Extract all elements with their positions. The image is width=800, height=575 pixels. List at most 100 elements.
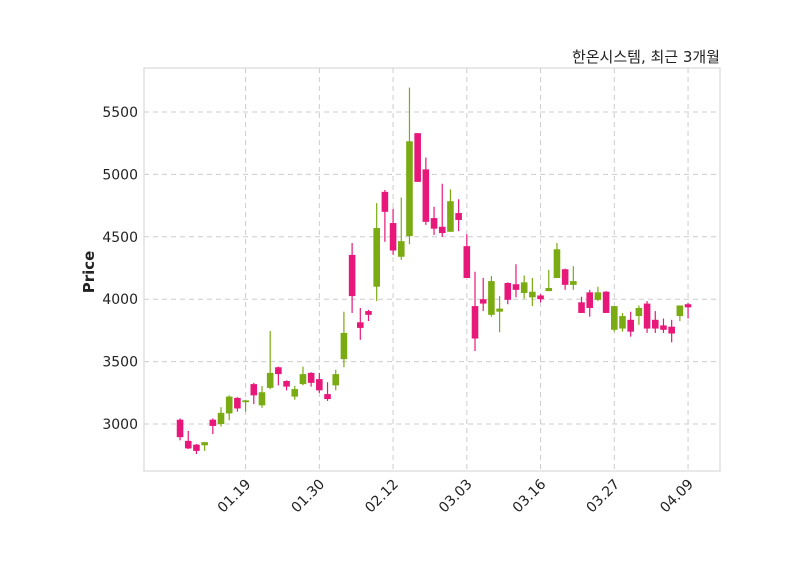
candle [389, 208, 397, 255]
candle [611, 306, 618, 332]
candle-body [512, 284, 520, 290]
candle-body [340, 332, 348, 360]
candle-body [447, 201, 454, 232]
candle [234, 397, 241, 412]
candle-body [504, 282, 512, 300]
candle [275, 366, 282, 386]
candle-body [234, 397, 241, 409]
candle [283, 380, 290, 391]
candle [512, 264, 520, 298]
candle-body [397, 241, 405, 257]
candle-body [414, 133, 421, 182]
candle-body [225, 396, 233, 414]
candle-body [684, 304, 692, 308]
candle [627, 311, 634, 337]
candle [258, 385, 266, 408]
x-tick-label: 01.30 [289, 477, 329, 517]
candle [225, 395, 233, 421]
candle [463, 234, 471, 278]
candle-body [422, 169, 430, 222]
candle [184, 430, 192, 450]
x-tick-label: 03.16 [510, 476, 550, 516]
x-tick-label: 01.19 [215, 477, 255, 517]
candle [488, 276, 495, 317]
candle [307, 372, 315, 387]
plot-frame [143, 67, 721, 472]
y-tick-labels: 3000 3500 4000 4500 5000 5500 [102, 105, 138, 433]
candle-body [283, 380, 290, 387]
candle [643, 301, 651, 333]
candle [520, 275, 528, 299]
candle [291, 385, 299, 400]
candles [176, 87, 692, 455]
candle-body [389, 223, 397, 251]
candle-body [471, 306, 479, 339]
candle [357, 307, 364, 340]
candle [348, 243, 356, 313]
candle [578, 296, 585, 313]
candle-body [430, 218, 438, 229]
candle [209, 418, 217, 435]
candle-body [561, 269, 569, 285]
candle-body [496, 308, 503, 312]
candle-body [307, 372, 315, 383]
candle [324, 382, 331, 401]
candle-body [365, 311, 372, 315]
x-tick-label: 03.03 [436, 477, 476, 517]
x-tick-label: 02.12 [362, 477, 402, 517]
candle [496, 296, 503, 333]
candle [176, 418, 184, 441]
y-tick-label: 4500 [102, 230, 138, 246]
candle [676, 305, 684, 322]
candle [406, 87, 413, 245]
candle-body [316, 379, 323, 391]
candle [430, 206, 438, 235]
candle-body [570, 281, 577, 285]
candle-body [184, 440, 192, 449]
candle [201, 442, 208, 451]
candle-body [660, 325, 667, 330]
candle [422, 157, 430, 225]
chart-title: 한온시스템, 최근 3개월 [572, 48, 720, 66]
candle-body [201, 442, 208, 446]
candle [561, 268, 569, 290]
x-tick-label: 04.09 [657, 477, 697, 517]
y-tick-label: 5500 [102, 105, 138, 121]
candle-body [611, 306, 618, 330]
candle-body [438, 226, 446, 234]
candle-body [520, 282, 528, 293]
candle-body [357, 322, 364, 328]
candle [250, 382, 258, 405]
candle-body [594, 292, 602, 300]
grid-lines [144, 68, 720, 471]
candle [651, 311, 659, 333]
candle-body [266, 372, 274, 388]
candle-body [635, 307, 643, 317]
candle-body [299, 374, 307, 385]
candle [414, 133, 421, 182]
candle [266, 331, 274, 390]
candle-body [627, 319, 634, 332]
candle [529, 277, 536, 307]
candle [397, 197, 405, 260]
candle [340, 311, 348, 368]
candle [660, 318, 667, 333]
candle [602, 291, 610, 313]
candle [193, 444, 200, 455]
candle-body [479, 299, 487, 304]
candle-body [381, 191, 389, 212]
candle [545, 269, 553, 292]
candle [365, 309, 372, 322]
candle-body [578, 302, 585, 313]
candle [570, 266, 577, 290]
y-tick-label: 3000 [102, 417, 138, 433]
y-tick-label: 3500 [102, 355, 138, 371]
x-tick-label: 03.27 [583, 477, 623, 517]
candle-body [176, 419, 184, 438]
candle [619, 312, 626, 332]
candle-body [258, 392, 266, 406]
candle [586, 289, 594, 317]
candle-body [488, 281, 495, 315]
candle [479, 277, 487, 312]
